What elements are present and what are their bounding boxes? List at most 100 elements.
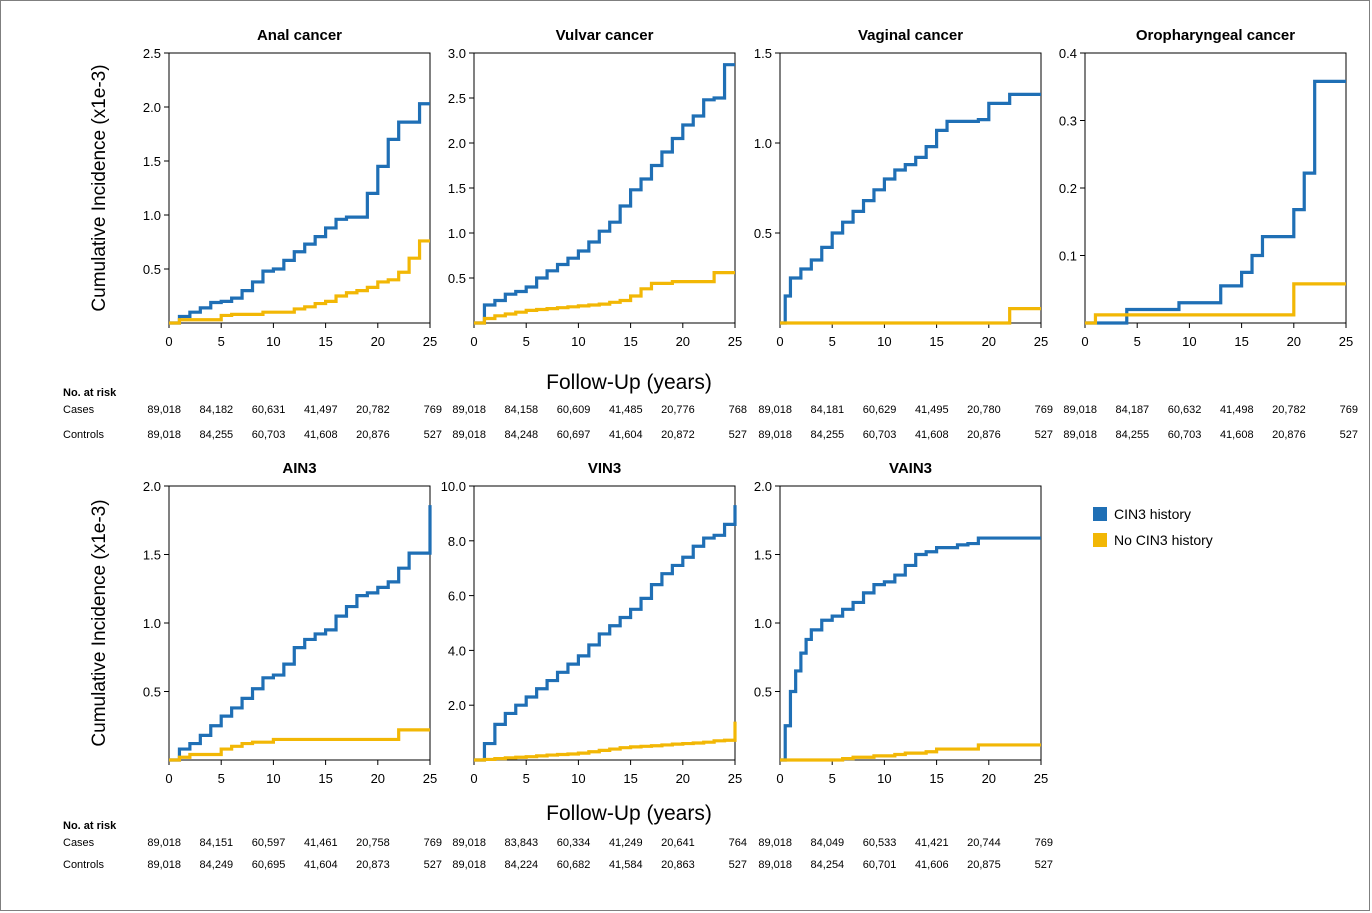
risk-cell: 60,609 bbox=[556, 404, 591, 416]
risk-cell: 60,632 bbox=[1167, 404, 1202, 416]
risk-cell: 83,843 bbox=[504, 837, 539, 849]
plot-frame bbox=[473, 485, 736, 761]
series-line-no-cin3 bbox=[780, 307, 1041, 325]
risk-cell: 89,018 bbox=[758, 429, 792, 441]
risk-row-label: Controls bbox=[63, 429, 104, 441]
risk-cell: 84,181 bbox=[810, 404, 845, 416]
x-tick-label: 5 bbox=[523, 334, 530, 349]
y-tick-label: 0.3 bbox=[1059, 114, 1077, 129]
risk-cell: 89,018 bbox=[758, 837, 792, 849]
x-tick-label: 10 bbox=[1182, 334, 1196, 349]
risk-cell: 84,255 bbox=[199, 429, 234, 441]
risk-cell: 20,744 bbox=[967, 837, 1001, 849]
y-tick-label: 1.5 bbox=[754, 548, 772, 563]
risk-cell: 84,158 bbox=[504, 404, 539, 416]
risk-cell: 41,421 bbox=[914, 837, 949, 849]
risk-cell: 768 bbox=[728, 404, 747, 416]
x-tick-label: 20 bbox=[676, 771, 690, 786]
y-tick-label: 0.2 bbox=[1059, 181, 1077, 196]
legend: CIN3 history No CIN3 history bbox=[1093, 501, 1213, 553]
x-tick-label: 20 bbox=[371, 771, 385, 786]
risk-cell: 60,703 bbox=[251, 429, 286, 441]
risk-cell: 41,606 bbox=[914, 859, 949, 871]
y-tick-label: 2.0 bbox=[448, 698, 466, 713]
risk-cell: 41,604 bbox=[303, 859, 338, 871]
y-axis-label: Cumulative Incidence (x1e-3) bbox=[89, 499, 110, 746]
y-tick-label: 4.0 bbox=[448, 643, 466, 658]
risk-cell: 89,018 bbox=[147, 429, 181, 441]
legend-item-no-cin3: No CIN3 history bbox=[1093, 527, 1213, 553]
legend-swatch-cin3 bbox=[1093, 507, 1107, 521]
x-tick-label: 25 bbox=[1034, 334, 1048, 349]
risk-cell: 20,641 bbox=[661, 837, 695, 849]
risk-cell: 89,018 bbox=[1063, 429, 1097, 441]
y-tick-label: 1.0 bbox=[143, 616, 161, 631]
risk-cell: 84,182 bbox=[199, 404, 234, 416]
y-tick-label: 2.5 bbox=[448, 91, 466, 106]
risk-cell: 41,249 bbox=[608, 837, 643, 849]
risk-cell: 60,703 bbox=[1167, 429, 1202, 441]
x-tick-label: 5 bbox=[829, 334, 836, 349]
chart-title: Vaginal cancer bbox=[858, 27, 963, 44]
x-tick-label: 0 bbox=[165, 334, 172, 349]
x-tick-label: 5 bbox=[829, 771, 836, 786]
risk-cell: 60,682 bbox=[556, 859, 591, 871]
risk-cell: 89,018 bbox=[452, 404, 486, 416]
legend-label: No CIN3 history bbox=[1114, 532, 1213, 548]
y-tick-label: 2.0 bbox=[143, 479, 161, 494]
risk-cell: 89,018 bbox=[758, 404, 792, 416]
risk-cell: 60,597 bbox=[251, 837, 286, 849]
risk-cell: 41,485 bbox=[608, 404, 643, 416]
y-tick-label: 2.0 bbox=[143, 100, 161, 115]
x-tick-label: 15 bbox=[1234, 334, 1248, 349]
risk-cell: 89,018 bbox=[452, 429, 486, 441]
risk-cell: 60,533 bbox=[862, 837, 897, 849]
series-line-cin3 bbox=[474, 63, 735, 325]
series-line-no-cin3 bbox=[474, 271, 735, 325]
x-tick-label: 0 bbox=[1081, 334, 1088, 349]
risk-cell: 41,608 bbox=[303, 429, 338, 441]
y-tick-label: 1.0 bbox=[754, 616, 772, 631]
y-tick-label: 1.0 bbox=[754, 136, 772, 151]
risk-cell: 89,018 bbox=[147, 404, 181, 416]
x-tick-label: 25 bbox=[423, 771, 437, 786]
series-line-no-cin3 bbox=[780, 743, 1041, 762]
y-tick-label: 0.1 bbox=[1059, 249, 1077, 264]
series-line-cin3 bbox=[169, 102, 430, 325]
series-line-cin3 bbox=[169, 505, 432, 762]
risk-cell: 84,248 bbox=[504, 429, 539, 441]
chart-title: Anal cancer bbox=[257, 27, 342, 44]
x-tick-label: 5 bbox=[218, 334, 225, 349]
risk-cell: 20,876 bbox=[1272, 429, 1306, 441]
x-tick-label: 10 bbox=[877, 771, 891, 786]
legend-label: CIN3 history bbox=[1114, 506, 1192, 522]
x-tick-label: 5 bbox=[218, 771, 225, 786]
x-tick-label: 25 bbox=[423, 334, 437, 349]
y-tick-label: 10.0 bbox=[441, 479, 466, 494]
risk-cell: 20,782 bbox=[356, 404, 390, 416]
y-tick-label: 0.5 bbox=[143, 685, 161, 700]
x-tick-label: 5 bbox=[1134, 334, 1141, 349]
risk-cell: 20,863 bbox=[661, 859, 695, 871]
risk-cell: 41,604 bbox=[608, 429, 643, 441]
risk-cell: 527 bbox=[423, 859, 442, 871]
risk-cell: 20,780 bbox=[967, 404, 1001, 416]
y-tick-label: 0.5 bbox=[143, 262, 161, 277]
chart-title: VIN3 bbox=[588, 460, 621, 477]
risk-cell: 84,255 bbox=[1115, 429, 1150, 441]
risk-cell: 84,049 bbox=[810, 837, 845, 849]
risk-cell: 527 bbox=[1034, 859, 1053, 871]
y-tick-label: 2.5 bbox=[143, 46, 161, 61]
risk-cell: 769 bbox=[1034, 837, 1053, 849]
risk-row-label: Controls bbox=[63, 859, 104, 871]
x-tick-label: 0 bbox=[470, 334, 477, 349]
risk-cell: 527 bbox=[728, 429, 747, 441]
risk-cell: 89,018 bbox=[452, 837, 486, 849]
risk-cell: 20,776 bbox=[661, 404, 695, 416]
risk-cell: 41,497 bbox=[303, 404, 338, 416]
x-tick-label: 10 bbox=[571, 334, 585, 349]
x-axis-label: Follow-Up (years) bbox=[546, 802, 712, 825]
x-tick-label: 25 bbox=[1339, 334, 1353, 349]
series-line-cin3 bbox=[1085, 79, 1346, 325]
